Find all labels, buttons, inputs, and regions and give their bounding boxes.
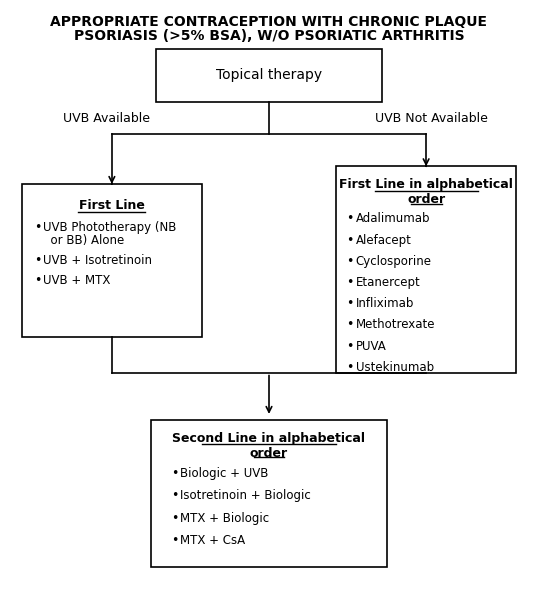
Text: •: • (171, 467, 179, 480)
Text: Adalimumab: Adalimumab (356, 213, 430, 226)
Text: UVB Available: UVB Available (63, 112, 150, 125)
Text: •: • (346, 233, 353, 246)
Text: Methotrexate: Methotrexate (356, 318, 435, 332)
Text: UVB Not Available: UVB Not Available (375, 112, 488, 125)
FancyBboxPatch shape (155, 49, 383, 102)
Text: Cyclosporine: Cyclosporine (356, 255, 431, 268)
Text: Biologic + UVB: Biologic + UVB (180, 467, 269, 480)
Text: •: • (346, 340, 353, 353)
Text: First Line in alphabetical
order: First Line in alphabetical order (339, 178, 513, 206)
Text: MTX + CsA: MTX + CsA (180, 534, 245, 547)
Text: MTX + Biologic: MTX + Biologic (180, 511, 270, 525)
Text: •: • (346, 297, 353, 310)
Text: •: • (34, 254, 42, 267)
Text: Alefacept: Alefacept (356, 233, 412, 246)
FancyBboxPatch shape (151, 420, 387, 567)
Text: •: • (171, 489, 179, 502)
Text: •: • (171, 511, 179, 525)
Text: •: • (34, 221, 42, 234)
Text: •: • (34, 274, 42, 287)
Text: •: • (171, 534, 179, 547)
Text: •: • (346, 255, 353, 268)
Text: or BB) Alone: or BB) Alone (44, 234, 125, 247)
Text: •: • (346, 276, 353, 289)
Text: APPROPRIATE CONTRACEPTION WITH CHRONIC PLAQUE: APPROPRIATE CONTRACEPTION WITH CHRONIC P… (51, 15, 487, 29)
Text: •: • (346, 318, 353, 332)
Text: PSORIASIS (>5% BSA), W/O PSORIATIC ARTHRITIS: PSORIASIS (>5% BSA), W/O PSORIATIC ARTHR… (74, 28, 464, 43)
Text: Topical therapy: Topical therapy (216, 68, 322, 82)
Text: Second Line in alphabetical
order: Second Line in alphabetical order (173, 432, 365, 459)
Text: Isotretinoin + Biologic: Isotretinoin + Biologic (180, 489, 311, 502)
Text: UVB + Isotretinoin: UVB + Isotretinoin (44, 254, 152, 267)
Text: Ustekinumab: Ustekinumab (356, 361, 434, 374)
Text: •: • (346, 213, 353, 226)
Text: PUVA: PUVA (356, 340, 386, 353)
Text: •: • (346, 361, 353, 374)
Text: UVB + MTX: UVB + MTX (44, 274, 111, 287)
Text: Infliximab: Infliximab (356, 297, 414, 310)
FancyBboxPatch shape (336, 166, 516, 372)
Text: UVB Phototherapy (NB: UVB Phototherapy (NB (44, 221, 176, 234)
FancyBboxPatch shape (22, 184, 202, 337)
Text: Etanercept: Etanercept (356, 276, 420, 289)
Text: First Line: First Line (79, 199, 145, 212)
